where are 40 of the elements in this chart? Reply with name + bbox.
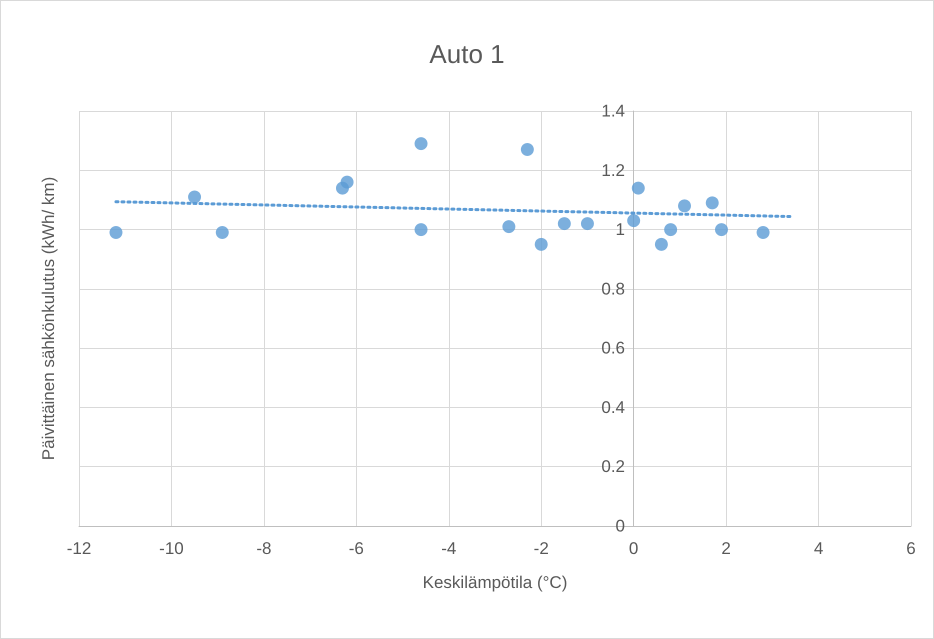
x-tick-label: 0 (628, 539, 638, 558)
x-tick-label: 4 (814, 539, 824, 558)
point (678, 199, 692, 212)
point (216, 226, 229, 240)
x-tick-label: 6 (906, 539, 916, 558)
y-tick-label: 1.4 (601, 102, 625, 120)
x-tick-label: -12 (66, 539, 92, 558)
y-tick-label: 0.4 (601, 398, 625, 417)
chart-title: Auto 1 (429, 39, 505, 69)
point (664, 223, 678, 236)
point (632, 182, 645, 195)
point (627, 214, 640, 228)
point (502, 220, 516, 234)
x-tick-label: 2 (721, 539, 731, 558)
y-tick-label: 0.8 (601, 279, 625, 298)
x-tick-label: -10 (159, 539, 184, 558)
point (414, 137, 428, 150)
point (580, 217, 594, 230)
point (534, 238, 548, 251)
point (558, 217, 571, 230)
y-tick-label: 0.2 (601, 457, 625, 476)
point (706, 196, 719, 210)
y-axis-title: Päivittäinen sähkönkulutus (kWh/ km) (39, 176, 58, 460)
point (756, 226, 770, 240)
y-tick-label: 1.2 (601, 160, 625, 180)
point (109, 226, 122, 240)
x-tick-label: -2 (534, 539, 549, 558)
x-axis-title: Keskilämpötila (°C) (422, 573, 568, 592)
point (715, 223, 728, 236)
x-tick-label: -6 (348, 539, 364, 558)
point (188, 190, 202, 204)
point (340, 176, 354, 189)
y-tick-label: 0.6 (601, 338, 625, 358)
x-tick-label: -8 (256, 539, 272, 558)
point (520, 143, 534, 156)
point (414, 223, 428, 236)
y-tick-label: 0 (616, 516, 625, 536)
x-tick-label: -4 (441, 539, 456, 558)
y-tick-label: 1 (616, 220, 625, 240)
point (654, 238, 668, 251)
